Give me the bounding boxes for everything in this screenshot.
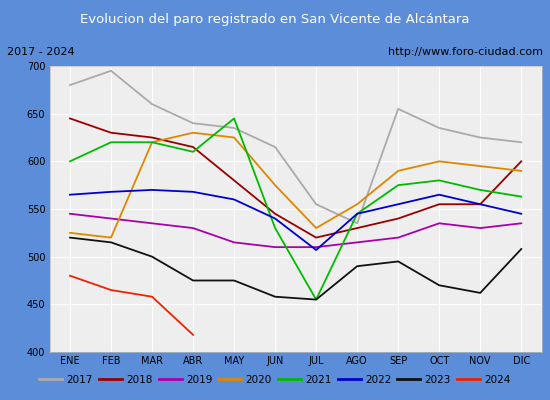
Text: Evolucion del paro registrado en San Vicente de Alcántara: Evolucion del paro registrado en San Vic… bbox=[80, 12, 470, 26]
Text: http://www.foro-ciudad.com: http://www.foro-ciudad.com bbox=[388, 47, 543, 57]
Text: 2017 - 2024: 2017 - 2024 bbox=[7, 47, 74, 57]
Legend: 2017, 2018, 2019, 2020, 2021, 2022, 2023, 2024: 2017, 2018, 2019, 2020, 2021, 2022, 2023… bbox=[35, 371, 515, 389]
